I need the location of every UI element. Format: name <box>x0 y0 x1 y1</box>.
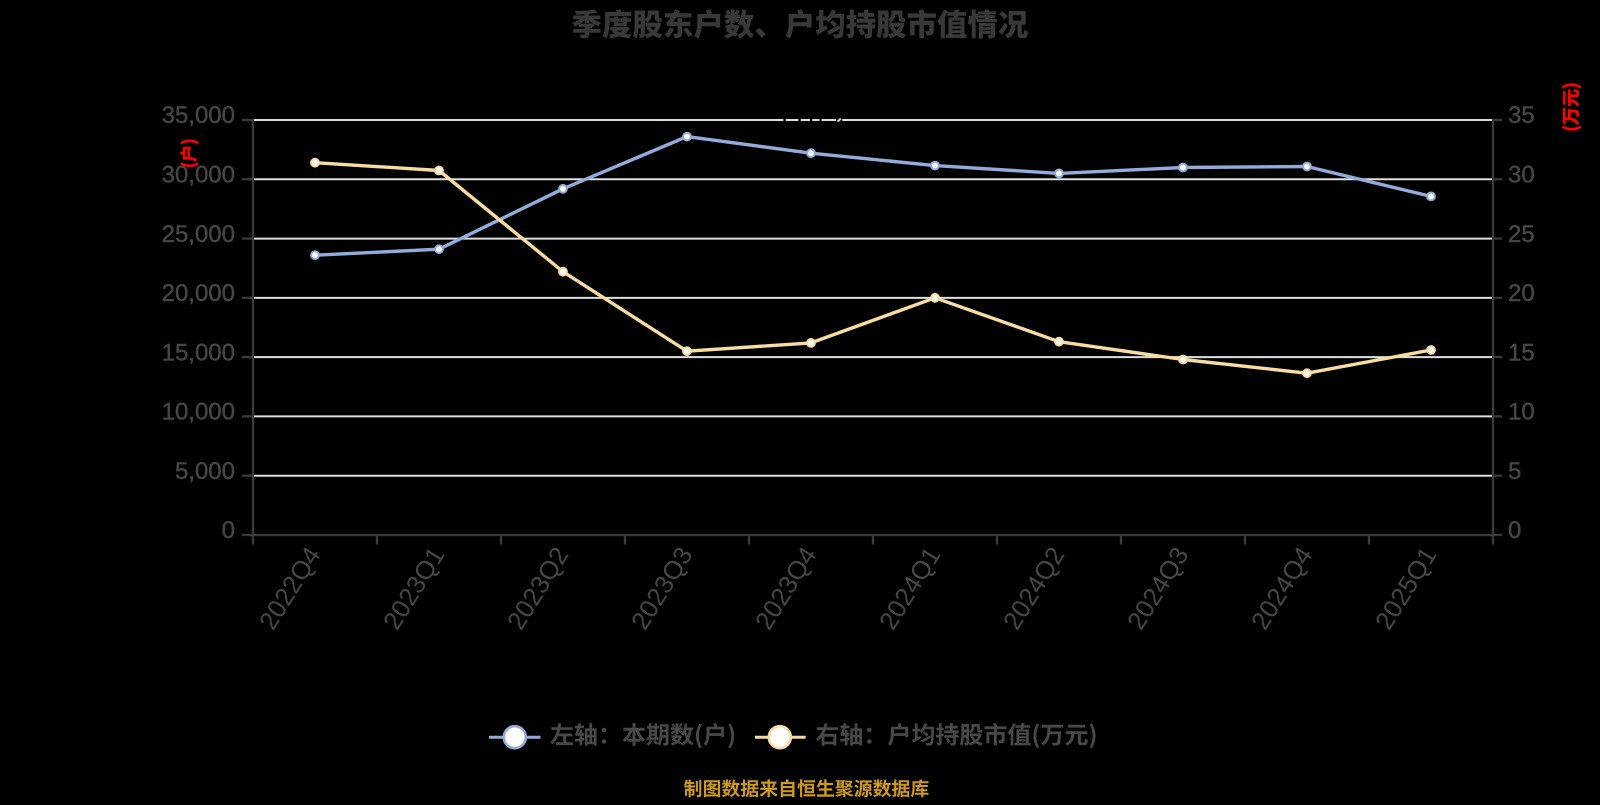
svg-text:20: 20 <box>1508 280 1535 307</box>
svg-text:35,000: 35,000 <box>162 102 235 129</box>
svg-text:5,000: 5,000 <box>175 458 235 485</box>
svg-text:15,000: 15,000 <box>162 339 235 366</box>
svg-text:10: 10 <box>1508 399 1535 426</box>
svg-text:30,000: 30,000 <box>162 162 235 189</box>
svg-text:15: 15 <box>1508 339 1535 366</box>
svg-text:10,000: 10,000 <box>162 399 235 426</box>
svg-text:30: 30 <box>1508 162 1535 189</box>
svg-text:0: 0 <box>222 517 235 544</box>
svg-text:25: 25 <box>1508 221 1535 248</box>
svg-text:25,000: 25,000 <box>162 221 235 248</box>
svg-text:0: 0 <box>1508 517 1521 544</box>
svg-text:35: 35 <box>1508 102 1535 129</box>
svg-text:5: 5 <box>1508 458 1521 485</box>
svg-text:20,000: 20,000 <box>162 280 235 307</box>
